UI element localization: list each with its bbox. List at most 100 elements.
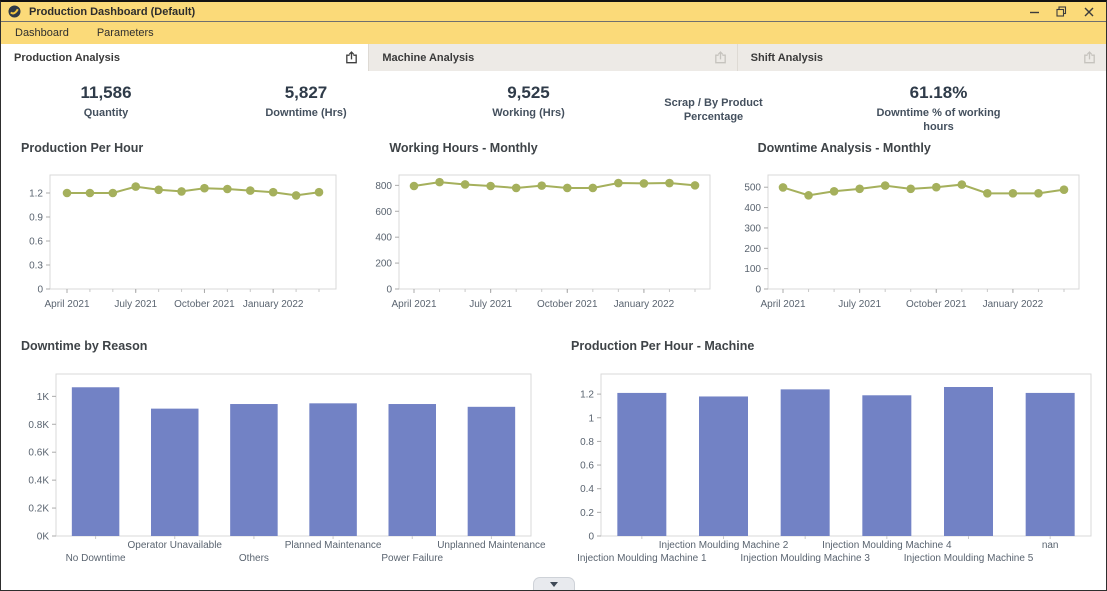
data-point[interactable]: [86, 189, 95, 198]
bar[interactable]: [617, 393, 666, 536]
data-point[interactable]: [906, 185, 915, 194]
data-point[interactable]: [1008, 189, 1017, 198]
data-point[interactable]: [223, 185, 232, 194]
app-logo-icon: [8, 5, 21, 18]
menu-dashboard[interactable]: Dashboard: [15, 27, 69, 39]
bar[interactable]: [1026, 393, 1075, 536]
tab-production-analysis[interactable]: Production Analysis: [1, 44, 369, 71]
bar[interactable]: [468, 407, 515, 536]
bar[interactable]: [309, 403, 357, 536]
axis-tick-label: July 2021: [114, 299, 157, 310]
data-point[interactable]: [1034, 189, 1043, 198]
data-point[interactable]: [436, 178, 445, 187]
data-point[interactable]: [665, 179, 674, 188]
collapse-panel-button[interactable]: [533, 577, 575, 590]
axis-tick-label: 0.4K: [28, 476, 49, 487]
data-point[interactable]: [778, 183, 787, 192]
data-point[interactable]: [131, 182, 140, 191]
bar[interactable]: [781, 389, 830, 536]
export-icon[interactable]: [344, 50, 359, 65]
bar[interactable]: [72, 387, 120, 536]
menu-bar: Dashboard Parameters: [1, 22, 1106, 44]
axis-tick-label: October 2021: [906, 299, 967, 310]
bar[interactable]: [389, 404, 437, 536]
bar-charts-row: Downtime by Reason 0K0.2K0.4K0.6K0.8K1KN…: [1, 334, 1106, 571]
data-point[interactable]: [1059, 185, 1068, 194]
chart-title: Production Per Hour - Machine: [554, 339, 1106, 355]
axis-tick-label: 0.2: [580, 508, 594, 519]
kpi-value: 61.18%: [910, 83, 968, 103]
data-point[interactable]: [410, 182, 419, 191]
line-chart-svg: 00.30.60.91.2April 2021July 2021October …: [7, 161, 367, 311]
data-point[interactable]: [109, 189, 118, 198]
axis-tick-label: 200: [376, 259, 393, 270]
data-point[interactable]: [512, 184, 521, 193]
axis-tick-label: Unplanned Maintenance: [437, 540, 546, 551]
axis-tick-label: 500: [744, 183, 761, 194]
data-point[interactable]: [640, 179, 649, 188]
data-point[interactable]: [957, 180, 966, 189]
bar[interactable]: [151, 409, 199, 536]
bar[interactable]: [230, 404, 278, 536]
tab-machine-analysis[interactable]: Machine Analysis: [369, 44, 737, 71]
bar-chart-svg: 00.20.40.60.811.2Injection Moulding Mach…: [554, 357, 1102, 571]
data-point[interactable]: [315, 188, 324, 197]
axis-tick-label: January 2022: [982, 299, 1043, 310]
kpi-scrap-percentage: Scrap / By Product Percentage: [656, 77, 771, 135]
minimize-button[interactable]: [1021, 3, 1048, 21]
data-point[interactable]: [881, 181, 890, 190]
data-point[interactable]: [829, 187, 838, 196]
restore-button[interactable]: [1048, 3, 1075, 21]
chart-title: Working Hours - Monthly: [369, 141, 737, 157]
line-chart-svg: 0200400600800April 2021July 2021October …: [375, 161, 735, 311]
data-point[interactable]: [487, 182, 496, 191]
data-point[interactable]: [177, 187, 186, 196]
data-point[interactable]: [855, 185, 864, 194]
axis-tick-label: April 2021: [44, 299, 89, 310]
data-point[interactable]: [154, 186, 163, 195]
axis-tick-label: Operator Unavailable: [128, 540, 223, 551]
tab-label: Shift Analysis: [751, 52, 823, 64]
export-icon[interactable]: [713, 50, 728, 65]
kpi-value: 11,586: [80, 83, 131, 103]
tab-strip: Production Analysis Machine Analysis S: [1, 44, 1106, 71]
data-point[interactable]: [589, 184, 598, 193]
bar[interactable]: [862, 395, 911, 536]
axis-tick-label: 0K: [37, 532, 50, 543]
export-icon[interactable]: [1082, 50, 1097, 65]
axis-tick-label: Injection Moulding Machine 1: [577, 553, 707, 564]
data-point[interactable]: [246, 186, 255, 195]
line-chart-svg: 0100200300400500April 2021July 2021Octob…: [744, 161, 1104, 311]
tab-shift-analysis[interactable]: Shift Analysis: [738, 44, 1106, 71]
menu-parameters[interactable]: Parameters: [97, 27, 154, 39]
close-button[interactable]: [1075, 3, 1102, 21]
data-point[interactable]: [691, 181, 700, 190]
dashboard-content: 11,586 Quantity 5,827 Downtime (Hrs) 9,5…: [1, 71, 1106, 590]
axis-tick-label: Injection Moulding Machine 3: [740, 553, 870, 564]
data-point[interactable]: [563, 184, 572, 193]
data-point[interactable]: [804, 191, 813, 200]
data-point[interactable]: [614, 179, 623, 188]
chart-downtime-analysis-monthly: Downtime Analysis - Monthly 010020030040…: [738, 135, 1106, 320]
chevron-down-icon: [550, 582, 558, 587]
kpi-working-hrs: 9,525 Working (Hrs): [401, 77, 656, 135]
axis-tick-label: 0: [755, 285, 761, 296]
bar[interactable]: [699, 396, 748, 536]
axis-tick-label: 400: [376, 233, 393, 244]
axis-tick-label: 1.2: [29, 189, 43, 200]
data-point[interactable]: [269, 188, 278, 197]
bar[interactable]: [944, 387, 993, 536]
axis-tick-label: Others: [239, 553, 269, 564]
data-point[interactable]: [538, 181, 547, 190]
data-point[interactable]: [932, 183, 941, 192]
data-point[interactable]: [63, 189, 72, 198]
data-point[interactable]: [200, 184, 209, 193]
axis-tick-label: Planned Maintenance: [285, 540, 382, 551]
data-point[interactable]: [461, 180, 470, 189]
axis-tick-label: 200: [744, 244, 761, 255]
data-point[interactable]: [983, 189, 992, 198]
tab-label: Production Analysis: [14, 52, 120, 64]
kpi-label: Downtime % of working hours: [876, 106, 1001, 135]
kpi-row: 11,586 Quantity 5,827 Downtime (Hrs) 9,5…: [1, 77, 1106, 135]
data-point[interactable]: [292, 191, 301, 200]
